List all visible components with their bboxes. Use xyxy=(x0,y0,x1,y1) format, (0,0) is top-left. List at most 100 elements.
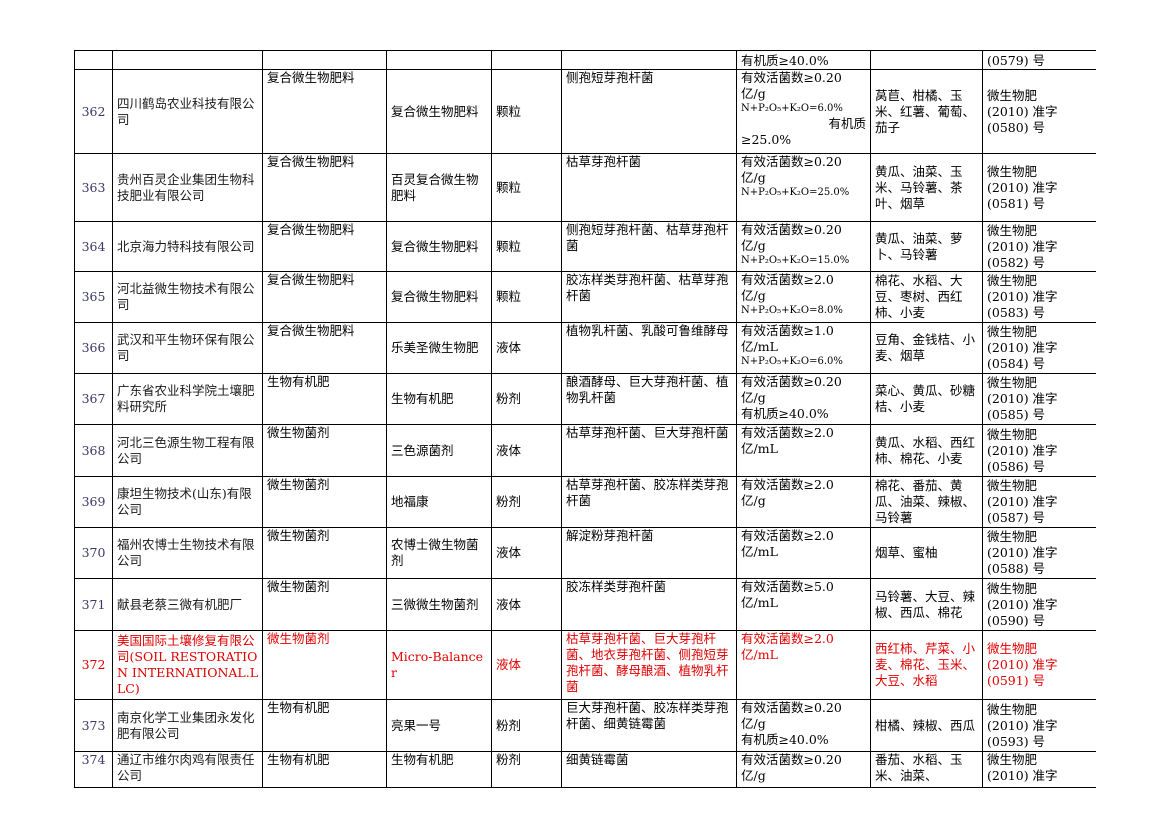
registration-table: 有机质≥40.0% (0579) 号 362 四川鹤岛农业科技有限公司 复合微生物肥料复… xyxy=(74,50,1096,788)
spec-line: 亿/g xyxy=(741,288,766,303)
registration-line: (0587) 号 xyxy=(987,510,1046,525)
row-number-cell: 373 xyxy=(74,699,113,752)
row-number-cell: 367 xyxy=(74,373,113,425)
registration-line: (0593) 号 xyxy=(987,733,1046,749)
row-number-cell: 366 xyxy=(74,322,113,374)
registration-line: 微生物肥 xyxy=(987,375,1038,390)
crops-cell: 黄瓜、油菜、玉米、马铃薯、茶叶、烟草 xyxy=(870,153,983,222)
strain-cell: 枯草芽孢杆菌、胶冻样类芽孢杆菌 xyxy=(561,476,737,528)
registration-line: (2010) 准字 xyxy=(987,657,1058,672)
crops-cell: 马铃薯、大豆、辣椒、西瓜、棉花 xyxy=(870,578,983,631)
company-cell: 四川鹤岛农业科技有限公司 xyxy=(112,69,263,154)
registration-line: 微生物肥 xyxy=(987,324,1038,339)
registration-line: 微生物肥 xyxy=(987,222,1038,238)
registration-line: 微生物肥 xyxy=(987,752,1038,768)
spec-line: 有效活菌数≥5.0 xyxy=(741,579,834,595)
registration-line: (0588) 号 xyxy=(987,561,1046,576)
crops-cell: 豆角、金钱桔、小麦、烟草 xyxy=(870,322,983,374)
fertilizer-category-cell: 微生物菌剂 xyxy=(262,476,387,528)
registration-line: (2010) 准字 xyxy=(987,768,1058,783)
spec-line: 亿/mL xyxy=(741,339,778,354)
spec-line: 亿/g xyxy=(741,493,766,508)
spec-cell: 有效活菌数≥1.0 亿/mL N+P₂O₅+K₂O=6.0% xyxy=(736,322,871,374)
table-row: 371 献县老蔡三微有机肥厂 微生物菌剂 三微微生物菌剂 液体 胶冻样类芽孢杆菌 有效活菌数… xyxy=(74,578,1096,631)
fertilizer-category-cell: 复合微生物肥料 xyxy=(262,271,387,323)
registration-line: 微生物肥 xyxy=(987,701,1038,717)
crops-cell: 黄瓜、水稻、西红柿、棉花、小麦 xyxy=(870,424,983,477)
table-row: 372 美国国际土壤修复有限公司(SOIL RESTORATION INTERNA… xyxy=(74,630,1096,700)
registration-number-cell: 微生物肥 (2010) 准字 (0584) 号 xyxy=(982,322,1096,374)
crops-cell: 西红柿、芹菜、小麦、棉花、玉米、大豆、水稻 xyxy=(870,630,983,700)
registration-line: (0590) 号 xyxy=(987,612,1046,628)
spec-cell: 有效活菌数≥0.20 亿/g 有机质≥40.0% xyxy=(736,373,871,425)
spec-line: N+P₂O₅+K₂O=25.0% xyxy=(741,187,850,198)
fertilizer-category-cell: 复合微生物肥料 xyxy=(262,221,387,272)
company-cell: 河北三色源生物工程有限公司 xyxy=(112,424,263,477)
spec-line: 有效活菌数≥2.0 xyxy=(741,425,834,441)
registration-number-cell: 微生物肥 (2010) 准字 (0582) 号 xyxy=(982,221,1096,272)
spec-line: 有效活菌数≥2.0 xyxy=(741,631,834,647)
product-name-cell: 地福康 xyxy=(386,476,492,528)
registration-table-sheet: 有机质≥40.0% (0579) 号 362 四川鹤岛农业科技有限公司 复合微生物肥料复… xyxy=(74,50,1096,790)
row-number-cell: 364 xyxy=(74,221,113,272)
product-name-cell: 百灵复合微生物肥料 xyxy=(386,153,492,222)
row-number-cell: 371 xyxy=(74,578,113,631)
spec-line: 有效活菌数≥2.0 xyxy=(741,272,834,288)
registration-line: (0580) 号 xyxy=(987,119,1046,135)
strain-cell xyxy=(561,50,737,70)
spec-cell: 有效活菌数≥0.20 亿/g 有机质≥40.0% xyxy=(736,699,871,752)
spec-cell: 有效活菌数≥0.20 亿/g N+P₂O₅+K₂O=6.0% 有机质 ≥25.0% xyxy=(736,69,871,154)
product-form-cell: 粉剂 xyxy=(491,751,562,788)
spec-line: 亿/g xyxy=(741,716,766,731)
registration-line: (2010) 准字 xyxy=(987,103,1058,119)
product-name-cell: 生物有机肥 xyxy=(386,751,492,788)
table-row: 364 北京海力特科技有限公司 复合微生物肥料 复合微生物肥料 颗粒 侧孢短芽孢杆菌、枯草… xyxy=(74,221,1096,272)
product-name-cell: 三色源菌剂 xyxy=(386,424,492,477)
registration-number-cell: 微生物肥 (2010) 准字 (0581) 号 xyxy=(982,153,1096,222)
product-name-cell: Micro-Balancer xyxy=(386,630,492,700)
crops-cell: 棉花、番茄、黄瓜、油菜、辣椒、马铃薯 xyxy=(870,476,983,528)
registration-line: (2010) 准字 xyxy=(987,442,1058,458)
registration-line: (2010) 准字 xyxy=(987,494,1058,509)
registration-number-cell: 微生物肥 (2010) 准字 (0583) 号 xyxy=(982,271,1096,323)
product-name-cell: 复合微生物肥料 xyxy=(386,271,492,323)
registration-line: (0582) 号 xyxy=(987,254,1046,270)
row-number-cell xyxy=(74,50,113,70)
company-cell: 河北益微生物技术有限公司 xyxy=(112,271,263,323)
company-cell: 福州农博士生物技术有限公司 xyxy=(112,527,263,579)
spec-line: 有机质≥40.0% xyxy=(741,53,829,68)
table-row: 362 四川鹤岛农业科技有限公司 复合微生物肥料 复合微生物肥料 颗粒 侧孢短芽孢杆菌 有效… xyxy=(74,69,1096,154)
product-form-cell: 颗粒 xyxy=(491,271,562,323)
crops-cell: 番茄、水稻、玉米、油菜、 xyxy=(870,751,983,788)
fertilizer-category-cell: 微生物菌剂 xyxy=(262,630,387,700)
registration-line: 微生物肥 xyxy=(987,426,1038,442)
fertilizer-category-cell: 生物有机肥 xyxy=(262,751,387,788)
registration-line: 微生物肥 xyxy=(987,580,1038,596)
product-form-cell: 液体 xyxy=(491,630,562,700)
table-row: 363 贵州百灵企业集团生物科技肥业有限公司 复合微生物肥料 百灵复合微生物肥料 颗粒枯… xyxy=(74,153,1096,222)
registration-line: (2010) 准字 xyxy=(987,238,1058,254)
product-form-cell: 粉剂 xyxy=(491,476,562,528)
strain-cell: 巨大芽孢杆菌、胶冻样类芽孢杆菌、细黄链霉菌 xyxy=(561,699,737,752)
registration-line: 微生物肥 xyxy=(987,478,1038,493)
registration-line: (2010) 准字 xyxy=(987,391,1058,406)
spec-line: N+P₂O₅+K₂O=8.0% xyxy=(741,305,843,316)
spec-cell: 有效活菌数≥2.0 亿/mL xyxy=(736,630,871,700)
crops-cell: 菜心、黄瓜、砂糖桔、小麦 xyxy=(870,373,983,425)
company-cell: 通辽市维尔肉鸡有限责任公司 xyxy=(112,751,263,788)
company-cell: 北京海力特科技有限公司 xyxy=(112,221,263,272)
product-name-cell: 复合微生物肥料 xyxy=(386,69,492,154)
registration-number-cell: 微生物肥 (2010) 准字 xyxy=(982,751,1096,788)
crops-cell: 棉花、水稻、大豆、枣树、西红柿、小麦 xyxy=(870,271,983,323)
crops-cell: 柑橘、辣椒、西瓜 xyxy=(870,699,983,752)
strain-cell: 植物乳杆菌、乳酸可鲁维酵母 xyxy=(561,322,737,374)
product-form-cell: 颗粒 xyxy=(491,153,562,222)
registration-number-cell: (0579) 号 xyxy=(982,50,1096,70)
registration-line: (2010) 准字 xyxy=(987,340,1058,355)
product-form-cell xyxy=(491,50,562,70)
spec-line: 亿/mL xyxy=(741,647,778,662)
registration-line: 微生物肥 xyxy=(987,87,1038,103)
registration-number-cell: 微生物肥 (2010) 准字 (0591) 号 xyxy=(982,630,1096,700)
product-name-cell: 三微微生物菌剂 xyxy=(386,578,492,631)
spec-line: ≥25.0% xyxy=(741,132,792,147)
